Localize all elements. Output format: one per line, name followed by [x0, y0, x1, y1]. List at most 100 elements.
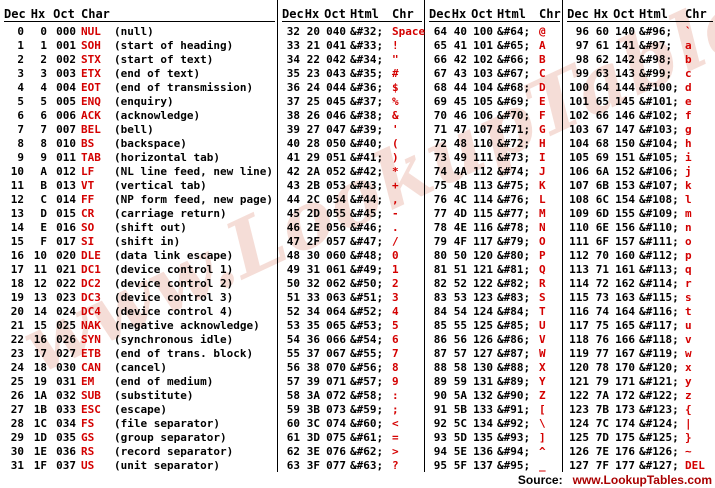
oct-cell: 022 [56, 277, 76, 290]
column-header-html: Html [639, 7, 668, 21]
hx-cell: 6E [595, 221, 609, 234]
char-desc-cell: (acknowledge) [114, 109, 201, 122]
dec-cell: 72 [433, 137, 447, 150]
chr-cell: , [392, 193, 399, 206]
chr-cell: w [685, 347, 692, 360]
dec-cell: 31 [10, 459, 24, 472]
chr-cell: q [685, 263, 692, 276]
html-code-cell: &#56; [350, 361, 384, 374]
table-row: 6 6 006 ACK (acknowledge) [4, 109, 277, 123]
table-row: 100 64 144 &#100; d [567, 81, 715, 95]
dec-cell: 5 [17, 95, 24, 108]
oct-cell: 036 [56, 445, 76, 458]
dec-cell: 119 [569, 347, 589, 360]
chr-cell: _ [539, 459, 546, 472]
dec-cell: 75 [433, 179, 447, 192]
html-code-cell: &#37; [350, 95, 384, 108]
oct-cell: 032 [56, 389, 76, 402]
oct-cell: 012 [56, 165, 76, 178]
source-link[interactable]: www.LookupTables.com [572, 473, 712, 487]
dec-cell: 35 [286, 67, 300, 80]
table-row: 7 7 007 BEL (bell) [4, 123, 277, 137]
table-row: 58 3A 072 &#58;: [282, 389, 424, 403]
html-code-cell: &#69; [497, 95, 531, 108]
oct-cell: 017 [56, 235, 76, 248]
chr-cell: o [685, 235, 692, 248]
group-body: 32 20 040 &#32; Space 33 21 041 &#33;! 34 22 042 &#3… [282, 25, 425, 473]
table-row: 105 69 151 &#105; i [567, 151, 715, 165]
oct-cell: 100 [473, 25, 493, 38]
dec-cell: 3 [17, 67, 24, 80]
chr-cell: + [392, 179, 399, 192]
char-abbr-cell: FF [81, 193, 95, 206]
table-row: 62 3E 076 &#62; > [282, 445, 424, 459]
table-row: 94 5E 136 &#94; ^ [429, 445, 562, 459]
hx-cell: 2B [306, 179, 320, 192]
chr-cell: ' [392, 123, 399, 136]
oct-cell: 145 [615, 95, 635, 108]
oct-cell: 156 [615, 221, 635, 234]
dec-cell: 104 [569, 137, 589, 150]
html-code-cell: &#87; [497, 347, 531, 360]
table-row: 126 7E 176 &#126; ~ [567, 445, 715, 459]
table-row: 92 5C 134 &#92; \ [429, 417, 562, 431]
oct-cell: 007 [56, 123, 76, 136]
char-desc-cell: (cancel) [114, 361, 167, 374]
char-abbr-cell: STX [81, 53, 101, 66]
dec-cell: 0 [17, 25, 24, 38]
source-label: Source: [517, 473, 563, 487]
table-row: 22 16 026 SYN (synchronous idle) [4, 333, 277, 347]
chr-cell: M [539, 207, 546, 220]
oct-cell: 060 [326, 249, 346, 262]
dec-cell: 111 [569, 235, 589, 248]
oct-cell: 112 [473, 165, 493, 178]
oct-cell: 165 [615, 319, 635, 332]
hx-cell: 61 [595, 39, 609, 52]
char-abbr-cell: EOT [81, 81, 101, 94]
table-row: 5 5 005 ENQ (enquiry) [4, 95, 277, 109]
hx-cell: 56 [453, 333, 467, 346]
hx-cell: 1A [33, 389, 47, 402]
dec-cell: 77 [433, 207, 447, 220]
oct-cell: 034 [56, 417, 76, 430]
chr-cell: 3 [392, 291, 399, 304]
char-abbr-cell: SOH [81, 39, 101, 52]
oct-cell: 045 [326, 95, 346, 108]
table-row: 112 70 160 &#112; p [567, 249, 715, 263]
char-desc-cell: (null) [114, 25, 154, 38]
chr-cell: p [685, 249, 692, 262]
table-row: 53 35 065 &#53; 5 [282, 319, 424, 333]
hx-cell: 52 [453, 277, 467, 290]
char-abbr-cell: ETX [81, 67, 101, 80]
table-row: 108 6C 154 &#108; l [567, 193, 715, 207]
hx-cell: 2E [306, 221, 320, 234]
html-code-cell: &#83; [497, 291, 531, 304]
char-abbr-cell: DC3 [81, 291, 101, 304]
chr-cell: O [539, 235, 546, 248]
dec-cell: 120 [569, 361, 589, 374]
oct-cell: 132 [473, 389, 493, 402]
oct-cell: 061 [326, 263, 346, 276]
table-row: 87 57 127 &#87; W [429, 347, 562, 361]
chr-cell: D [539, 81, 546, 94]
table-row: 84 54 124 &#84; T [429, 305, 562, 319]
oct-cell: 105 [473, 95, 493, 108]
html-code-cell: &#60; [350, 417, 384, 430]
oct-cell: 126 [473, 333, 493, 346]
chr-cell: v [685, 333, 692, 346]
hx-cell: 4A [453, 165, 467, 178]
html-code-cell: &#96; [639, 25, 673, 38]
table-row: 60 3C 074 &#60; < [282, 417, 424, 431]
hx-cell: 3A [306, 389, 320, 402]
hx-cell: 30 [306, 249, 320, 262]
html-code-cell: &#84; [497, 305, 531, 318]
table-row: 4 4 004 EOT (end of transmission) [4, 81, 277, 95]
char-abbr-cell: SUB [81, 389, 101, 402]
table-row: 82 52 122 &#82; R [429, 277, 562, 291]
chr-cell: C [539, 67, 546, 80]
table-row: 28 1C 034 FS (file separator) [4, 417, 277, 431]
html-code-cell: &#51; [350, 291, 384, 304]
dec-cell: 54 [286, 333, 300, 346]
hx-cell: 54 [453, 305, 467, 318]
dec-cell: 101 [569, 95, 589, 108]
